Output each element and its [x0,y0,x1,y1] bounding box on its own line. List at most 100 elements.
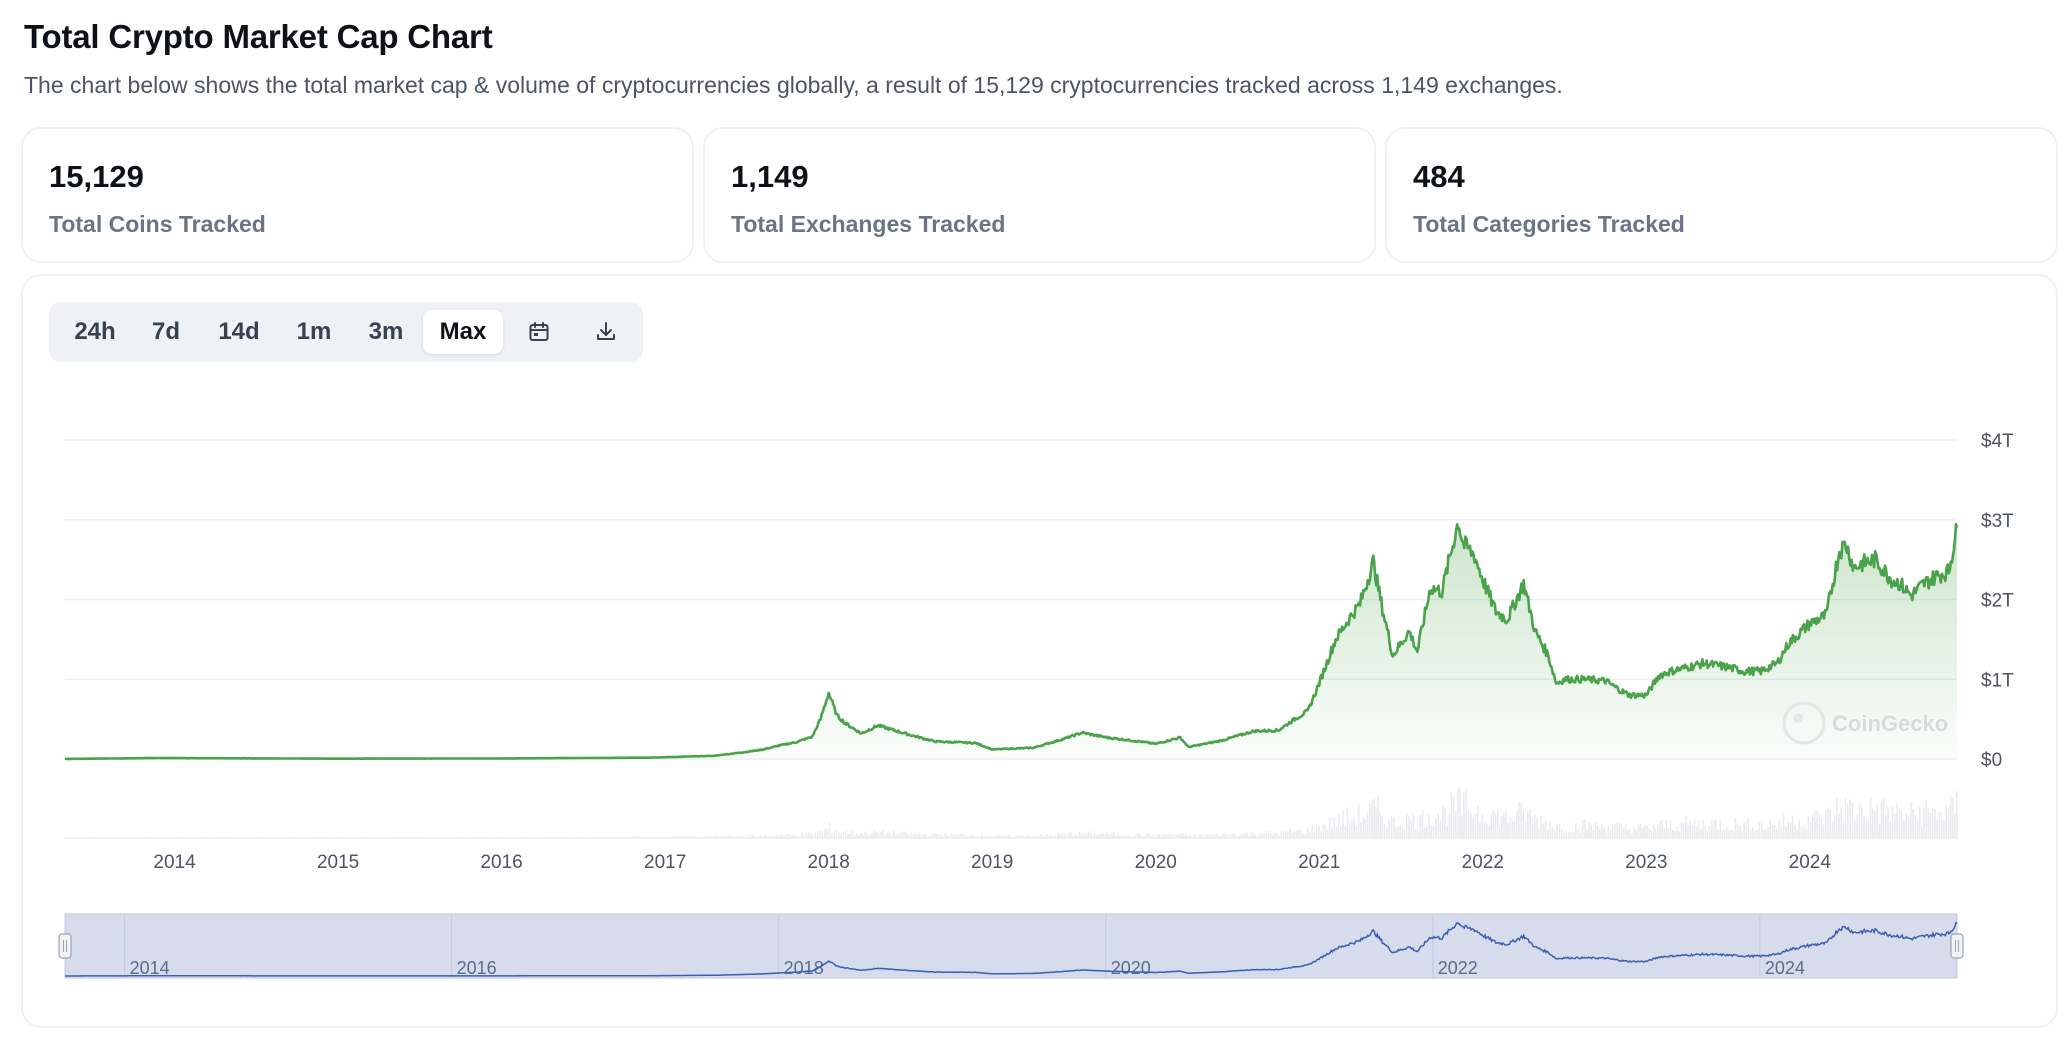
navigator-tick-label: 2014 [130,958,170,978]
volume-bar [1448,813,1451,838]
volume-bar [759,835,762,838]
volume-bar [1516,810,1518,838]
volume-bar [117,836,119,838]
volume-bar [339,837,341,838]
volume-bar [1507,822,1509,838]
volume-bar [1912,809,1914,838]
calendar-icon [529,322,549,341]
navigator-tick-label: 2020 [1111,958,1151,978]
volume-bar [1644,825,1646,838]
volume-bar [946,835,949,838]
range-tab-24h[interactable]: 24h [74,318,116,345]
volume-bar [507,837,509,838]
volume-bar [890,835,893,838]
range-tab-14d[interactable]: 14d [218,318,260,345]
volume-bar [1762,829,1765,838]
volume-bar [1661,819,1664,838]
volume-bar [860,832,862,838]
volume-bar [1130,836,1133,838]
volume-bar [1842,821,1845,838]
volume-bar [537,837,540,838]
calendar-button[interactable] [514,310,564,354]
volume-bar [692,836,694,838]
volume-bar [1421,810,1424,838]
volume-bar [1141,836,1144,838]
volume-bar [1439,820,1442,838]
handle-grip[interactable] [58,933,72,959]
volume-bar [1620,823,1623,838]
volume-bar [1430,824,1433,838]
volume-bar [472,836,474,838]
volume-bar [768,836,771,838]
volume-bar [1812,814,1814,838]
volume-bar [1631,833,1633,838]
volume-bar [513,837,516,838]
volume-bar [616,837,618,838]
navigator-handle-left[interactable] [58,933,72,959]
handle-grip[interactable] [1950,933,1964,959]
volume-bar [731,835,734,838]
market-cap-line [64,522,1959,761]
volume-bar [603,837,605,838]
volume-bar [1355,826,1358,838]
volume-bar [801,832,804,838]
volume-bar [1835,797,1838,838]
volume-bar [496,836,498,838]
volume-bar [306,837,309,838]
volume-bar [419,837,422,838]
volume-bar [1953,813,1956,838]
range-tab-1m[interactable]: 1m [296,318,332,345]
volume-bar [1898,809,1901,838]
volume-bar [618,836,620,838]
volume-bar [1383,824,1386,838]
range-tab-max[interactable]: Max [423,310,503,354]
volume-bar [1074,834,1077,838]
volume-bar [430,837,433,838]
volume-bar [1013,836,1016,838]
volume-bar [1717,829,1719,838]
volume-bar [987,836,990,838]
volume-bar [853,835,856,838]
volume-bar [1659,821,1661,838]
volume-bar [1098,834,1100,838]
range-tab-7d[interactable]: 7d [151,318,180,345]
volume-bar [1596,825,1599,838]
volume-bar [845,830,847,838]
volume-bar [1308,832,1311,838]
volume-bar [1700,828,1702,838]
volume-bar [1111,833,1113,838]
volume-bar [1565,830,1568,838]
range-tab-3m[interactable]: 3m [368,318,404,345]
volume-bar [1773,825,1776,838]
stat-card-categories: 484 Total Categories Tracked [1385,127,2058,263]
volume-bar [596,836,599,838]
volume-bar [1791,815,1794,838]
navigator[interactable]: 2014 2016 2018 2020 2022 2024 [58,913,1964,979]
volume-bar [1095,835,1098,838]
volume-bar [1551,827,1554,838]
volume-bar [1584,819,1586,838]
volume-bar [108,837,110,838]
volume-bar [1540,816,1543,838]
volume-bar [970,835,973,838]
volume-bar [1641,827,1644,838]
volume-bar [1070,832,1072,838]
volume-bar [295,836,298,838]
volume-bar [1767,826,1769,838]
navigator-handle-right[interactable] [1950,933,1964,959]
volume-bar [201,836,204,838]
volume-bar [966,835,968,838]
download-button[interactable] [581,310,631,354]
volume-bar [592,837,594,838]
volume-bar [1143,835,1146,838]
volume-bar [1650,830,1653,838]
volume-bar [1152,834,1155,838]
y-tick-label: $0 [1981,750,2002,771]
volume-bar [816,831,819,838]
navigator-selection[interactable] [64,913,1958,979]
volume-bar [1217,835,1220,838]
volume-bar [184,837,186,838]
volume-bar [1375,806,1377,838]
volume-bar [835,830,838,838]
